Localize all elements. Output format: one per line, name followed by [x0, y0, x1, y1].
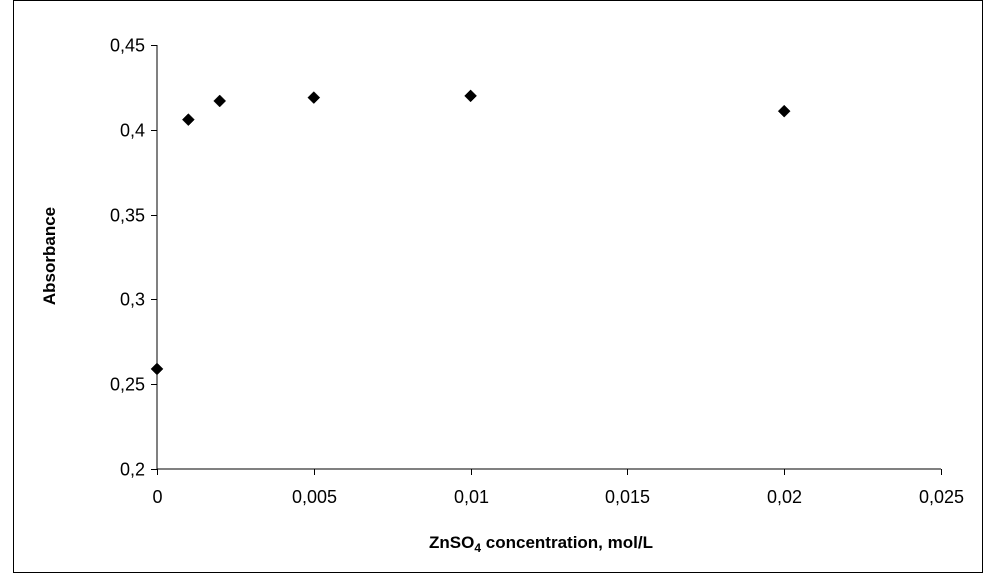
- y-tick-label: 0,35: [110, 206, 145, 226]
- y-tick-label: 0,4: [120, 121, 145, 141]
- x-axis-title-rest: concentration, mol/L: [481, 533, 653, 552]
- x-tick-label: 0,025: [919, 487, 964, 507]
- x-tick-label: 0,02: [767, 487, 802, 507]
- axes: [151, 45, 942, 475]
- x-axis-title-main: ZnSO: [429, 533, 474, 552]
- data-point: [464, 89, 477, 103]
- y-tick-label: 0,45: [110, 36, 145, 56]
- y-tick-label: 0,2: [120, 460, 145, 480]
- x-tick-label: 0: [152, 487, 162, 507]
- data-point: [307, 91, 321, 104]
- data-points: [150, 89, 791, 376]
- y-tick-label: 0,25: [110, 375, 145, 395]
- data-point: [777, 104, 791, 118]
- scatter-chart: 0,2 0,25 0,3 0,35 0,4 0,45 0 0,005 0,01 0,015 0,02…: [40, 36, 964, 556]
- x-axis-title-subscript: 4: [474, 541, 481, 555]
- y-tick-label: 0,3: [120, 290, 145, 310]
- data-point: [182, 113, 195, 126]
- x-tick-label: 0,015: [605, 487, 650, 507]
- chart-frame: 0,2 0,25 0,3 0,35 0,4 0,45 0 0,005 0,01 0,015 0,02…: [13, 0, 983, 573]
- x-axis-title: ZnSO4 concentration, mol/L: [429, 533, 653, 555]
- data-point: [150, 362, 164, 376]
- y-axis-title: Absorbance: [40, 207, 59, 305]
- x-tick-label: 0,01: [454, 487, 489, 507]
- x-tick-label: 0,005: [292, 487, 337, 507]
- tick-labels: 0,2 0,25 0,3 0,35 0,4 0,45 0 0,005 0,01 0,015 0,02…: [110, 36, 964, 508]
- data-point: [213, 94, 227, 108]
